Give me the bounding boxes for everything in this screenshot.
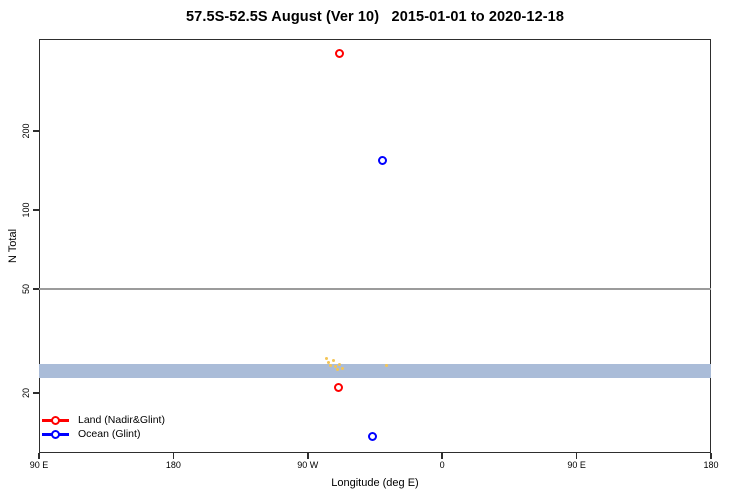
y-tick-label: 50 [21, 283, 31, 294]
legend-label: Land (Nadir&Glint) [78, 414, 165, 426]
x-tick-label: 0 [439, 460, 445, 470]
data-point-land [335, 49, 345, 59]
x-tick-label: 90 E [567, 460, 586, 470]
x-tick-mark [710, 453, 712, 459]
legend-entry: Ocean (Glint) [42, 427, 165, 441]
x-tick-mark [38, 453, 40, 459]
speck-mark [340, 366, 344, 370]
y-tick-label: 20 [21, 387, 31, 399]
speck-mark [338, 362, 342, 366]
data-point-land [333, 382, 343, 392]
x-tick-mark [575, 453, 578, 459]
speck-mark [331, 359, 335, 363]
x-tick-mark [307, 453, 309, 459]
legend-label: Ocean (Glint) [78, 428, 141, 440]
y-tick-mark [33, 288, 39, 290]
x-tick-label: 180 [165, 460, 181, 470]
speck-mark [324, 357, 328, 361]
legend-entry: Land (Nadir&Glint) [42, 413, 165, 427]
speck-mark [385, 363, 389, 367]
data-point-ocean [377, 155, 387, 165]
x-axis-title: Longitude (deg E) [331, 477, 419, 489]
legend: Land (Nadir&Glint) Ocean (Glint) [42, 413, 165, 441]
x-tick-mark [441, 453, 443, 459]
speck-mark [327, 360, 331, 364]
legend-circle-icon [51, 415, 60, 425]
x-tick-label: 90 E [29, 460, 49, 470]
speck-mark [333, 365, 337, 369]
speck-mark [336, 367, 340, 371]
y-tick-label: 100 [21, 202, 31, 218]
chart-title: 57.5S-52.5S August (Ver 10) 2015-01-01 t… [185, 9, 565, 25]
y-tick-mark [33, 130, 39, 132]
legend-marker-icon [42, 415, 69, 425]
speck-mark [329, 364, 333, 368]
data-point-ocean [368, 431, 378, 441]
x-tick-mark [172, 453, 175, 459]
y-tick-label: 200 [21, 123, 31, 139]
legend-marker-icon [42, 429, 69, 439]
y-tick-mark [33, 209, 39, 211]
reference-band [39, 364, 711, 379]
x-tick-label: 90 W [297, 460, 319, 470]
y-tick-mark [33, 392, 39, 394]
x-tick-label: 180 [703, 460, 719, 470]
legend-circle-icon [51, 429, 60, 439]
plot-area [39, 39, 711, 453]
reference-line-50 [39, 287, 711, 290]
